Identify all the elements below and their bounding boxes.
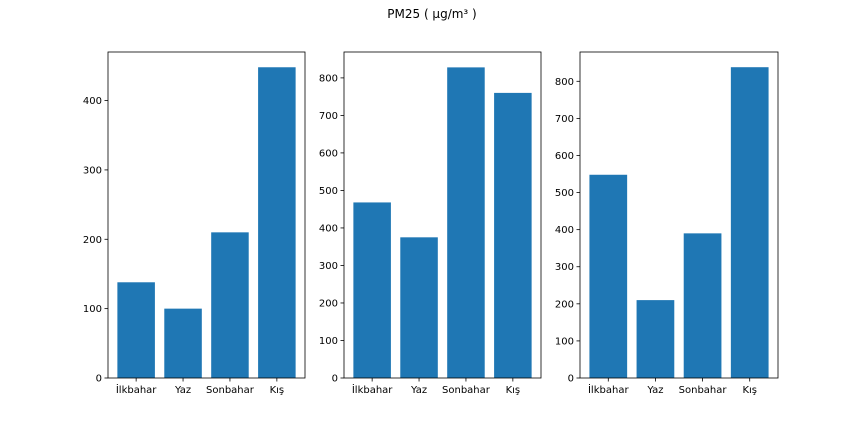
x-tick-label: Kış [270, 385, 285, 396]
y-tick-label: 400 [83, 96, 102, 107]
bar-1-2 [164, 308, 202, 378]
x-tick-label: Yaz [646, 385, 663, 396]
y-tick-label: 300 [83, 165, 102, 176]
chart-suptitle: PM25 ( µg/m³ ) [387, 7, 477, 21]
y-tick-label: 100 [319, 336, 338, 347]
y-tick-label: 500 [555, 188, 574, 199]
x-tick-label: İlkbahar [588, 383, 629, 396]
y-tick-label: 800 [319, 73, 338, 84]
x-tick-label: Sonbahar [679, 385, 728, 396]
x-tick-label: İlkbahar [116, 383, 157, 396]
bar-3-1 [589, 174, 628, 378]
y-tick-label: 0 [568, 374, 574, 385]
x-tick-label: Kış [742, 385, 757, 396]
plot-frame [579, 51, 779, 379]
y-tick-label: 700 [319, 111, 338, 122]
bar-2-1 [353, 202, 391, 378]
y-tick-label: 300 [319, 261, 338, 272]
y-tick-label: 200 [555, 299, 574, 310]
bar-3-2 [636, 300, 675, 378]
y-tick-label: 500 [319, 186, 338, 197]
y-tick-label: 400 [319, 223, 338, 234]
bar-1-3 [211, 232, 249, 378]
bar-2-3 [447, 67, 485, 379]
bar-1-4 [258, 67, 296, 378]
y-tick-label: 100 [555, 336, 574, 347]
x-tick-label: Sonbahar [442, 385, 491, 396]
y-tick-label: 400 [555, 225, 574, 236]
y-tick-label: 200 [83, 235, 102, 246]
y-tick-label: 300 [555, 262, 574, 273]
x-tick-label: Yaz [174, 385, 191, 396]
y-tick-label: 600 [319, 148, 338, 159]
y-tick-label: 200 [319, 298, 338, 309]
bar-3-3 [683, 233, 722, 378]
y-tick-label: 700 [555, 114, 574, 125]
bar-2-2 [400, 237, 438, 378]
y-tick-label: 800 [555, 77, 574, 88]
chart-panel-3: 0 100 200 300 400 500 600 700 800 İlkbahar Yaz Sonb… [555, 51, 779, 396]
x-tick-label: Sonbahar [206, 385, 255, 396]
y-tick-label: 0 [96, 374, 102, 385]
x-tick-label: Kış [506, 385, 521, 396]
bar-2-4 [494, 92, 532, 378]
y-tick-label: 0 [332, 374, 338, 385]
plot-frame [343, 51, 542, 379]
bar-1-1 [117, 282, 155, 378]
chart-panel-1: 0 100 200 300 400 İlkbahar Yaz Sonbahar Kış [83, 51, 306, 396]
y-tick-label: 600 [555, 151, 574, 162]
plot-frame [107, 51, 306, 379]
y-tick-label: 100 [83, 304, 102, 315]
bar-3-4 [730, 67, 769, 378]
x-tick-label: İlkbahar [352, 383, 393, 396]
x-tick-label: Yaz [410, 385, 427, 396]
chart-panel-2: 0 100 200 300 400 500 600 700 800 İlkbahar Yaz Sonb… [319, 51, 542, 396]
